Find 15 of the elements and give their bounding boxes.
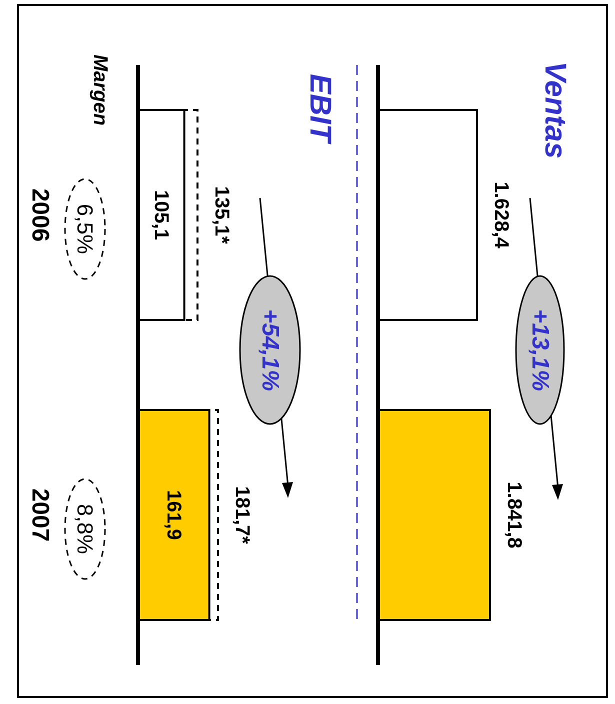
data-label: 161,9: [162, 490, 185, 540]
text: Margen: [89, 54, 111, 126]
text: +13,1%: [526, 308, 554, 392]
text: Ventas: [538, 61, 572, 159]
text: EBIT: [304, 74, 336, 145]
text: +54,1%: [256, 308, 284, 392]
data-label: 135,1*: [210, 186, 232, 244]
text: 6,5%: [72, 204, 98, 254]
data-label: 181,7*: [231, 486, 253, 544]
data-label: 1.628,4: [490, 182, 512, 250]
data-label: 1.841,8: [503, 482, 525, 548]
text: 8,8%: [72, 504, 98, 554]
y-tick-label: 2007: [26, 488, 54, 542]
data-label: 105,1: [150, 190, 172, 240]
y-tick-label: 2006: [26, 188, 54, 242]
